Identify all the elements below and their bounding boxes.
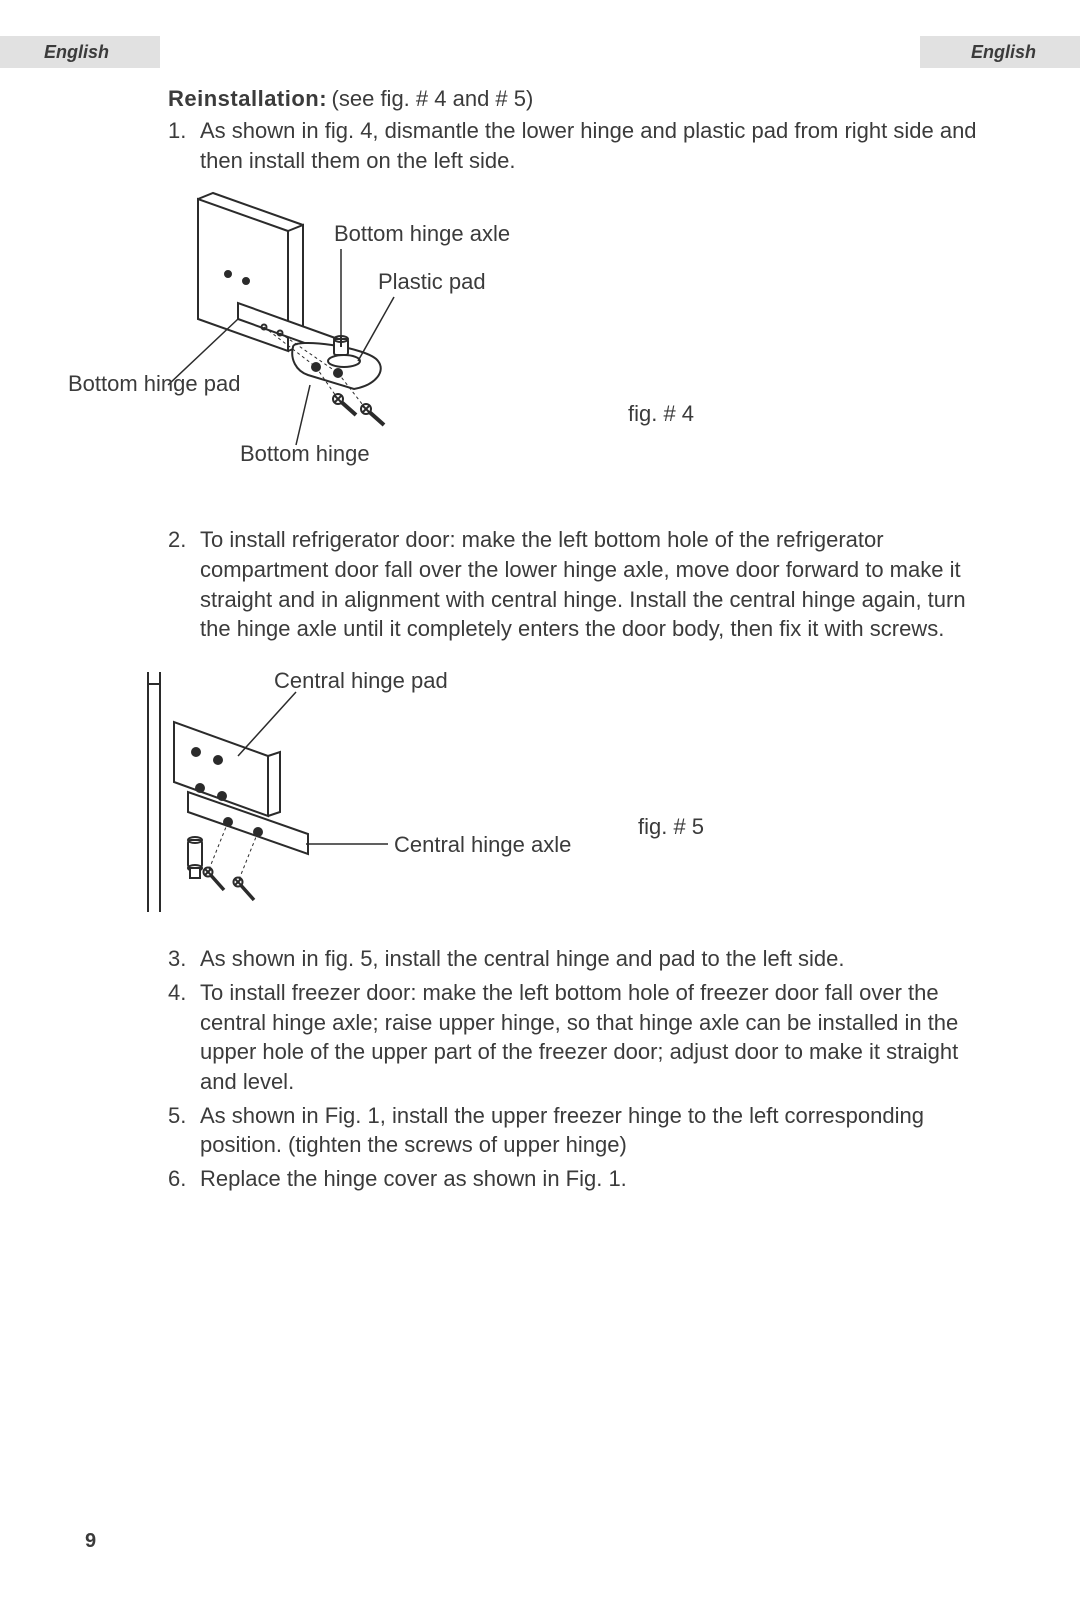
fig4-label-axle: Bottom hinge axle [334,221,510,247]
header-lang-left: English [44,42,109,63]
step-6: 6. Replace the hinge cover as shown in F… [168,1164,1000,1194]
section-heading: Reinstallation: (see fig. # 4 and # 5) [168,86,1000,112]
step-number: 5. [168,1101,200,1160]
fig5-label-pad: Central hinge pad [274,668,448,694]
manual-page: English English Reinstallation: (see fig… [0,0,1080,1619]
header-right: English [920,36,1080,68]
step-number: 1. [168,116,200,175]
step-number: 6. [168,1164,200,1194]
header-left: English [0,36,160,68]
step-1: 1. As shown in fig. 4, dismantle the low… [168,116,1000,175]
step-text: As shown in fig. 5, install the central … [200,944,1000,974]
fig5-caption: fig. # 5 [638,814,704,840]
step-text: Replace the hinge cover as shown in Fig.… [200,1164,1000,1194]
section-subtitle: (see fig. # 4 and # 5) [332,86,534,111]
step-text: As shown in Fig. 1, install the upper fr… [200,1101,1000,1160]
step-number: 4. [168,978,200,1097]
step-text: To install freezer door: make the left b… [200,978,1000,1097]
fig5-label-axle: Central hinge axle [394,832,571,858]
step-3: 3. As shown in fig. 5, install the centr… [168,944,1000,974]
figure-5-svg [88,662,608,922]
fig4-label-hinge-pad: Bottom hinge pad [68,371,240,397]
step-number: 3. [168,944,200,974]
page-number: 9 [85,1530,96,1553]
section-title: Reinstallation: [168,86,327,111]
step-text: As shown in fig. 4, dismantle the lower … [200,116,1000,175]
header-lang-right: English [971,42,1036,63]
step-text: To install refrigerator door: make the l… [200,525,1000,644]
fig4-caption: fig. # 4 [628,401,694,427]
figure-4: Bottom hinge axle Plastic pad Bottom hin… [78,189,1000,469]
step-number: 2. [168,525,200,644]
step-5: 5. As shown in Fig. 1, install the upper… [168,1101,1000,1160]
content-area: Reinstallation: (see fig. # 4 and # 5) 1… [168,86,1000,1194]
fig4-label-hinge: Bottom hinge [240,441,370,467]
step-4: 4. To install freezer door: make the lef… [168,978,1000,1097]
fig4-label-plastic-pad: Plastic pad [378,269,486,295]
step-2: 2. To install refrigerator door: make th… [168,525,1000,644]
figure-5: Central hinge pad Central hinge axle fig… [88,662,1000,922]
